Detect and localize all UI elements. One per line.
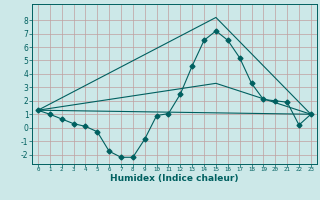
X-axis label: Humidex (Indice chaleur): Humidex (Indice chaleur)	[110, 174, 239, 183]
